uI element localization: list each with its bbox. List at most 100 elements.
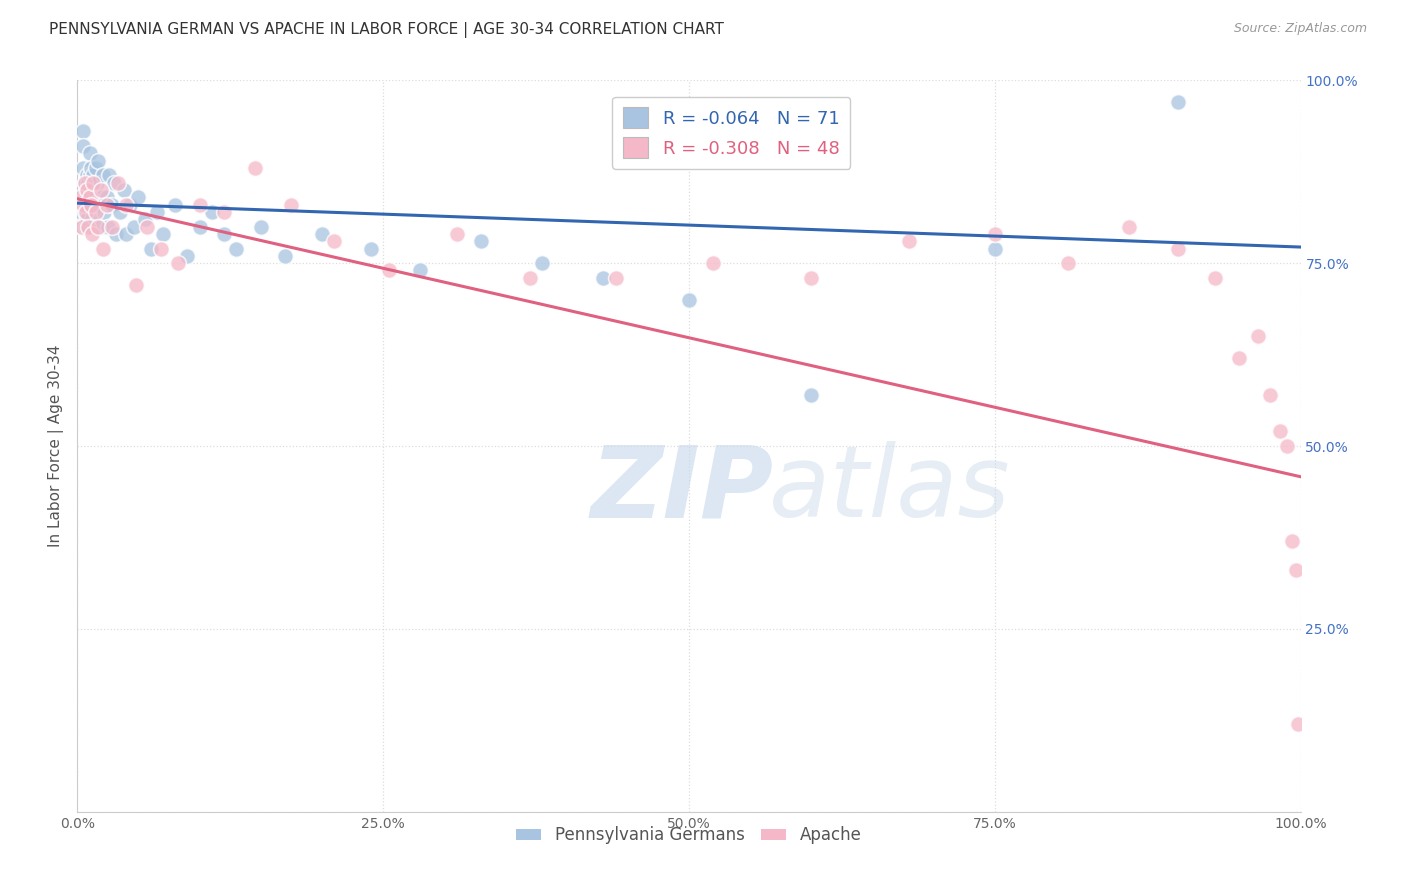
Point [70, 219, 93, 234]
Point [118, 197, 141, 211]
Point [90, 183, 112, 197]
Point [1247, 329, 1270, 343]
Point [1258, 388, 1281, 402]
Point [80, 190, 103, 204]
Point [122, 219, 145, 234]
Point [1204, 270, 1226, 285]
Point [225, 242, 247, 256]
Point [75, 205, 97, 219]
Point [83, 183, 105, 197]
Point [1281, 534, 1303, 549]
Text: ZIP: ZIP [591, 442, 775, 539]
Point [100, 197, 122, 211]
Point [72, 161, 94, 175]
Point [79, 146, 101, 161]
Text: atlas: atlas [769, 442, 1010, 539]
Point [105, 227, 128, 241]
Point [107, 176, 129, 190]
Point [519, 270, 541, 285]
Point [73, 205, 96, 219]
Point [93, 205, 115, 219]
Point [152, 227, 174, 241]
Point [89, 197, 111, 211]
Point [76, 190, 98, 204]
Point [470, 234, 492, 248]
Text: Source: ZipAtlas.com: Source: ZipAtlas.com [1233, 22, 1367, 36]
Point [323, 234, 346, 248]
Point [188, 197, 211, 211]
Point [188, 219, 211, 234]
Point [72, 197, 94, 211]
Point [605, 270, 627, 285]
Point [898, 234, 921, 248]
Point [100, 219, 122, 234]
Point [75, 219, 97, 234]
Point [73, 190, 96, 204]
Point [80, 183, 103, 197]
Point [79, 190, 101, 204]
Point [76, 212, 98, 227]
Text: PENNSYLVANIA GERMAN VS APACHE IN LABOR FORCE | AGE 30-34 CORRELATION CHART: PENNSYLVANIA GERMAN VS APACHE IN LABOR F… [49, 22, 724, 38]
Point [77, 197, 100, 211]
Point [115, 197, 138, 211]
Point [70, 183, 93, 197]
Point [82, 176, 104, 190]
Point [1229, 351, 1251, 366]
Point [250, 219, 273, 234]
Point [378, 263, 401, 277]
Point [84, 161, 107, 175]
Point [115, 227, 138, 241]
Point [984, 227, 1007, 241]
Point [125, 278, 148, 293]
Point [112, 183, 135, 197]
Point [166, 256, 188, 270]
Point [800, 388, 823, 402]
Point [75, 197, 97, 211]
Point [592, 270, 614, 285]
Point [409, 263, 432, 277]
Point [79, 169, 101, 183]
Point [201, 205, 224, 219]
Point [72, 124, 94, 138]
Point [136, 219, 159, 234]
Point [360, 242, 382, 256]
Point [84, 205, 107, 219]
Point [77, 219, 100, 234]
Point [139, 242, 162, 256]
Point [243, 161, 266, 175]
Point [87, 219, 110, 234]
Point [79, 190, 101, 204]
Point [103, 176, 125, 190]
Point [108, 205, 131, 219]
Point [1118, 219, 1140, 234]
Point [98, 169, 121, 183]
Point [70, 219, 93, 234]
Point [984, 242, 1007, 256]
Point [1167, 95, 1189, 110]
Point [73, 176, 96, 190]
Point [91, 169, 114, 183]
Point [90, 219, 112, 234]
Point [75, 183, 97, 197]
Point [96, 190, 118, 204]
Point [1285, 563, 1308, 577]
Point [531, 256, 554, 270]
Point [87, 153, 110, 168]
Legend: Pennsylvania Germans, Apache: Pennsylvania Germans, Apache [510, 820, 868, 851]
Point [1057, 256, 1080, 270]
Point [165, 197, 187, 211]
Point [70, 190, 93, 204]
Point [149, 242, 172, 256]
Point [82, 197, 104, 211]
Point [311, 227, 333, 241]
Point [86, 176, 108, 190]
Point [1167, 242, 1189, 256]
Y-axis label: In Labor Force | Age 30-34: In Labor Force | Age 30-34 [48, 344, 65, 548]
Point [96, 197, 118, 211]
Point [91, 242, 114, 256]
Point [72, 139, 94, 153]
Point [212, 205, 235, 219]
Point [76, 169, 98, 183]
Point [146, 205, 169, 219]
Point [73, 176, 96, 190]
